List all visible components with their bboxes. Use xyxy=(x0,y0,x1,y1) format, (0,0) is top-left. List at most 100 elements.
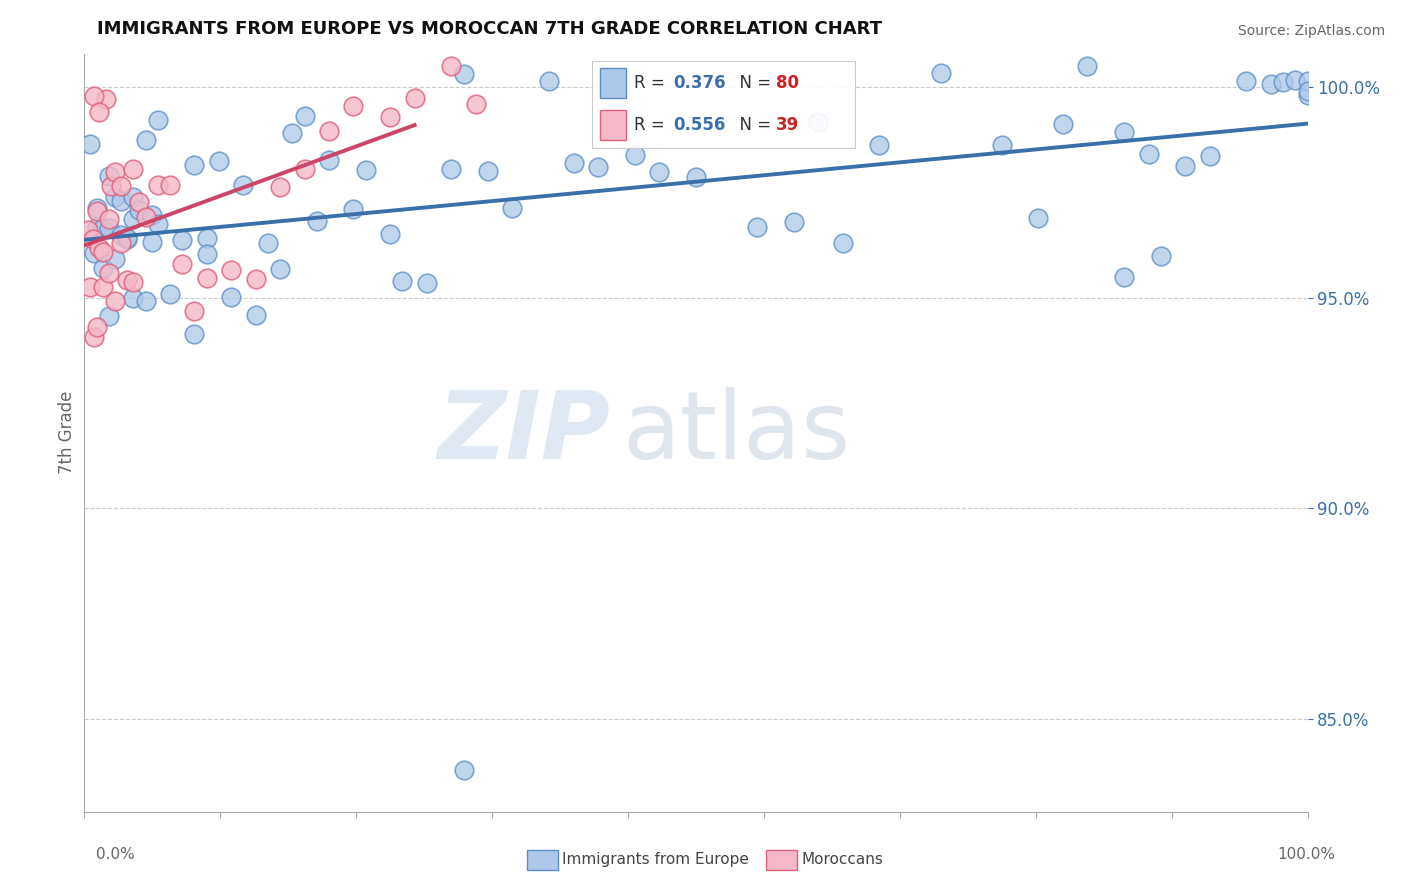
Point xyxy=(128,194,150,209)
Point xyxy=(342,99,364,113)
Text: atlas: atlas xyxy=(623,386,851,479)
Point xyxy=(115,231,138,245)
Point xyxy=(79,137,101,152)
Point xyxy=(86,320,108,334)
Point xyxy=(586,160,609,174)
Point xyxy=(1076,59,1098,73)
Point xyxy=(104,165,127,179)
Point xyxy=(232,178,254,193)
Point xyxy=(122,162,145,177)
Point xyxy=(135,293,157,308)
Point xyxy=(281,126,304,140)
Point xyxy=(831,236,853,251)
Point xyxy=(100,179,122,194)
Point xyxy=(1272,75,1295,89)
Point xyxy=(1284,72,1306,87)
Point xyxy=(141,235,163,250)
Point xyxy=(146,178,169,193)
Point xyxy=(97,169,120,184)
Point xyxy=(464,97,486,112)
Point xyxy=(807,114,830,128)
Point xyxy=(1052,117,1074,131)
Point xyxy=(380,227,402,241)
Point xyxy=(91,261,114,276)
Point xyxy=(183,303,205,318)
Point xyxy=(122,276,145,290)
Point xyxy=(245,272,267,286)
Point xyxy=(1260,77,1282,91)
Point xyxy=(115,273,138,287)
Point xyxy=(87,105,110,120)
Point xyxy=(1296,84,1319,98)
Point xyxy=(97,266,120,280)
Point xyxy=(104,189,127,203)
Point xyxy=(104,252,127,266)
Point xyxy=(86,202,108,216)
Point xyxy=(183,158,205,172)
Point xyxy=(416,276,439,290)
Point xyxy=(122,291,145,305)
Point xyxy=(91,221,114,235)
Point xyxy=(1296,74,1319,88)
Point xyxy=(97,310,120,324)
Point xyxy=(380,110,402,124)
Point xyxy=(86,204,108,219)
Point xyxy=(172,256,194,270)
Point xyxy=(183,326,205,341)
Point xyxy=(783,215,806,229)
Point xyxy=(354,162,377,177)
Point xyxy=(122,190,145,204)
Point xyxy=(1028,211,1050,226)
Point xyxy=(159,178,181,192)
Point xyxy=(91,280,114,294)
Point xyxy=(83,88,105,103)
Point xyxy=(929,66,952,80)
Point xyxy=(96,92,118,106)
Point xyxy=(453,67,475,81)
Text: IMMIGRANTS FROM EUROPE VS MOROCCAN 7TH GRADE CORRELATION CHART: IMMIGRANTS FROM EUROPE VS MOROCCAN 7TH G… xyxy=(97,21,882,38)
Point xyxy=(404,91,426,105)
Point xyxy=(87,241,110,255)
Point xyxy=(159,287,181,301)
Text: 100.0%: 100.0% xyxy=(1278,847,1336,862)
Point xyxy=(269,262,291,277)
Point xyxy=(477,164,499,178)
Point xyxy=(1198,148,1220,162)
Point xyxy=(294,109,316,123)
Text: Immigrants from Europe: Immigrants from Europe xyxy=(562,853,749,867)
Point xyxy=(79,280,101,294)
Y-axis label: 7th Grade: 7th Grade xyxy=(58,391,76,475)
Point xyxy=(110,194,132,208)
Point xyxy=(195,270,218,285)
Point xyxy=(318,124,340,138)
Point xyxy=(294,161,316,176)
Point xyxy=(195,247,218,261)
Point xyxy=(1174,159,1197,173)
Point xyxy=(135,210,157,224)
Point xyxy=(269,180,291,194)
Text: Moroccans: Moroccans xyxy=(801,853,883,867)
Point xyxy=(91,245,114,260)
Point xyxy=(747,219,769,234)
Point xyxy=(110,178,132,193)
Point xyxy=(83,329,105,343)
Point xyxy=(122,211,145,226)
Text: Source: ZipAtlas.com: Source: ZipAtlas.com xyxy=(1237,24,1385,38)
Point xyxy=(648,165,671,179)
Point xyxy=(562,156,585,170)
Point xyxy=(97,220,120,235)
Point xyxy=(146,218,169,232)
Point xyxy=(342,202,364,216)
Point xyxy=(991,137,1014,152)
Point xyxy=(538,74,561,88)
Point xyxy=(135,133,157,147)
Point xyxy=(869,137,891,152)
Point xyxy=(86,220,108,235)
Point xyxy=(453,763,475,777)
Point xyxy=(128,203,150,218)
Point xyxy=(1137,147,1160,161)
Point xyxy=(97,212,120,227)
Point xyxy=(195,230,218,244)
Point xyxy=(104,294,127,309)
Point xyxy=(83,245,105,260)
